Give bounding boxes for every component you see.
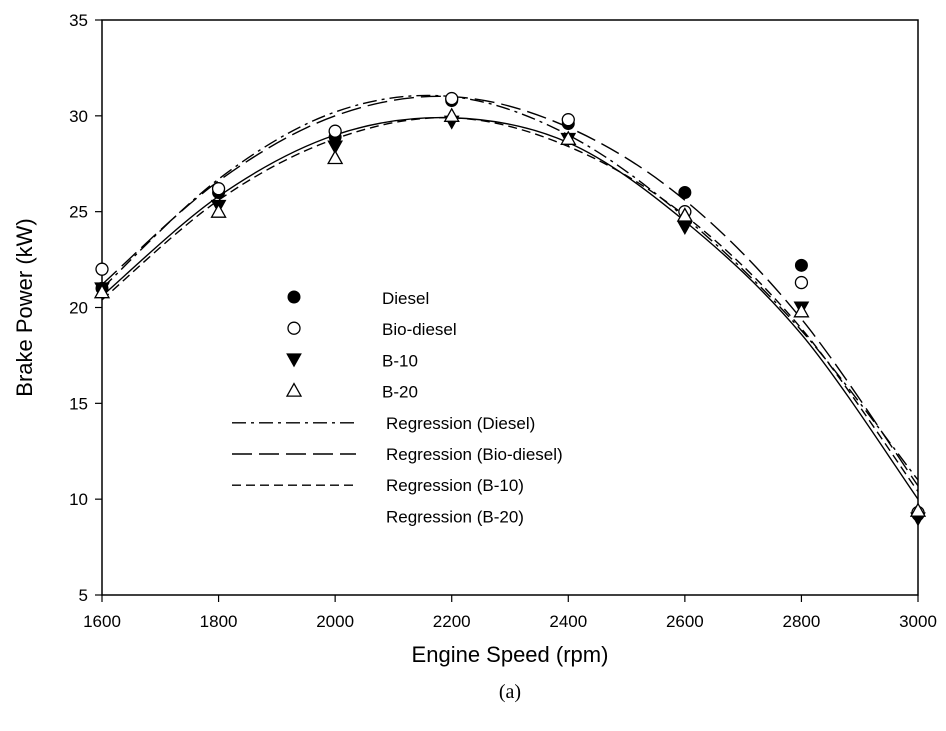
- x-tick-label: 1800: [200, 612, 238, 631]
- y-tick-label: 35: [69, 11, 88, 30]
- data-point-bio-diesel: [211, 182, 226, 196]
- x-tick-label: 2400: [549, 612, 587, 631]
- data-point-diesel: [794, 258, 808, 272]
- data-point-b-10: [327, 140, 343, 155]
- legend-label: B-10: [382, 351, 418, 370]
- y-tick-label: 15: [69, 394, 88, 413]
- data-markers: [93, 91, 927, 527]
- regression-line-1: [101, 95, 919, 487]
- y-tick-label: 10: [69, 490, 88, 509]
- regression-line-3: [101, 116, 919, 500]
- data-point-b-10: [677, 221, 693, 236]
- legend-label: Regression (B-20): [386, 507, 524, 526]
- legend-label: Regression (B-10): [386, 476, 524, 495]
- data-point-b-20: [676, 207, 693, 222]
- legend-marker-3: [285, 382, 303, 397]
- x-tick-label: 2600: [666, 612, 704, 631]
- legend-marker-0: [287, 290, 301, 304]
- data-point-bio-diesel: [794, 275, 809, 290]
- regression-line-2: [101, 116, 919, 492]
- y-tick-label: 5: [79, 586, 88, 605]
- x-axis-ticks: 1600 1800 2000 2200 2400 2600 2800 3000: [83, 595, 937, 631]
- figure-caption: (a): [499, 681, 521, 703]
- data-point-b-20: [93, 283, 111, 299]
- legend-label: Regression (Bio-diesel): [386, 445, 563, 464]
- data-point-b-20: [560, 130, 577, 145]
- legend: Diesel Bio-diesel B-10 B-20 Regression (Dies…: [232, 289, 563, 526]
- legend-marker-1: [287, 321, 301, 335]
- x-tick-label: 2200: [433, 612, 471, 631]
- regression-lines: [101, 94, 919, 500]
- legend-label: Regression (Diesel): [386, 414, 535, 433]
- x-tick-label: 2800: [783, 612, 821, 631]
- regression-line-0: [101, 94, 919, 481]
- data-point-b-20: [327, 149, 344, 165]
- data-point-bio-diesel: [445, 91, 459, 106]
- data-point-bio-diesel: [95, 262, 109, 276]
- x-axis-title: Engine Speed (rpm): [412, 642, 609, 667]
- y-tick-label: 25: [69, 203, 88, 222]
- y-tick-label: 20: [69, 299, 88, 318]
- y-axis-ticks: 5 10 15 20 25 30 35: [69, 11, 102, 605]
- legend-label: Bio-diesel: [382, 320, 457, 339]
- x-tick-label: 1600: [83, 612, 121, 631]
- data-point-b-20: [210, 203, 227, 218]
- legend-marker-2: [286, 353, 302, 368]
- x-tick-label: 3000: [899, 612, 937, 631]
- data-point-bio-diesel: [561, 113, 575, 127]
- data-point-b-20: [793, 303, 810, 318]
- legend-label: Diesel: [382, 289, 429, 308]
- data-point-diesel: [678, 186, 692, 199]
- data-point-b-20: [443, 107, 460, 122]
- data-point-bio-diesel: [328, 124, 342, 138]
- y-axis-title: Brake Power (kW): [12, 218, 37, 396]
- y-tick-label: 30: [69, 107, 88, 126]
- legend-label: B-20: [382, 383, 418, 402]
- x-tick-label: 2000: [316, 612, 354, 631]
- data-point-b-20: [909, 502, 927, 517]
